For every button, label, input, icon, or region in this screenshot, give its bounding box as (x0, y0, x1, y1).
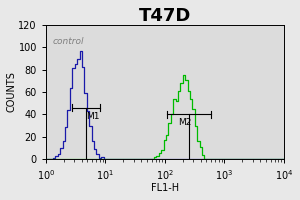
Text: M2: M2 (178, 118, 192, 127)
Title: T47D: T47D (139, 7, 191, 25)
X-axis label: FL1-H: FL1-H (151, 183, 179, 193)
Y-axis label: COUNTS: COUNTS (7, 72, 17, 112)
Text: M1: M1 (86, 112, 100, 121)
Text: control: control (52, 37, 84, 46)
